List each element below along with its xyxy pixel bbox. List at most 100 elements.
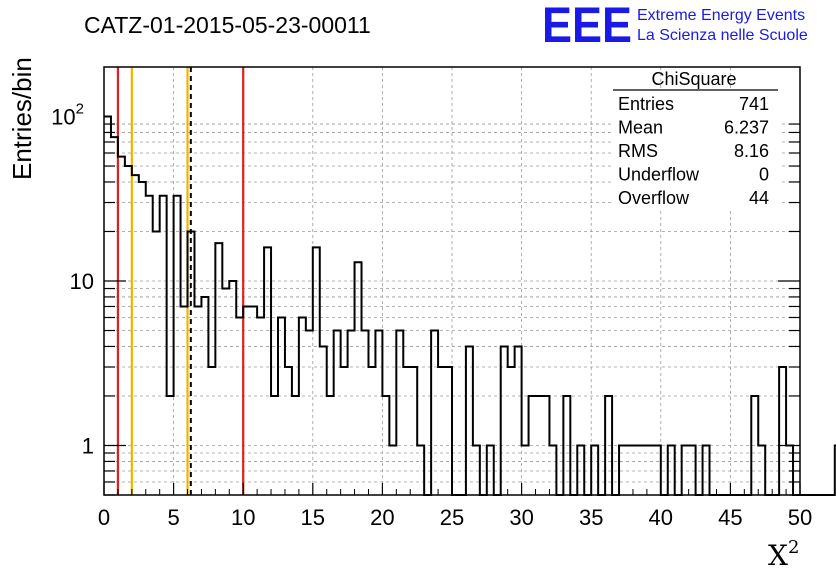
histogram-bin xyxy=(396,331,403,495)
histogram-bin xyxy=(271,396,278,495)
y-tick-label-base: 10 xyxy=(51,105,75,130)
histogram-bin xyxy=(208,367,215,495)
histogram-bin xyxy=(445,367,452,495)
histogram-bin xyxy=(306,331,313,495)
histogram-bin xyxy=(751,396,758,495)
histogram-bin xyxy=(167,396,174,495)
histogram-bin xyxy=(389,445,396,495)
histogram-bin xyxy=(188,231,195,495)
histogram-bin xyxy=(682,445,689,495)
histogram-bin xyxy=(626,445,633,495)
histogram-bin xyxy=(758,445,765,495)
y-tick-label-exponent: 2 xyxy=(76,101,84,118)
histogram-bin xyxy=(515,346,522,495)
histogram-bin xyxy=(153,231,160,495)
histogram-bin xyxy=(375,331,382,495)
histogram-bin xyxy=(410,367,417,495)
histogram-bin xyxy=(368,367,375,495)
histogram-bin xyxy=(327,396,334,495)
eee-logo: EEE xyxy=(542,0,632,53)
histogram-bin xyxy=(348,331,355,495)
histogram-bin xyxy=(257,317,264,495)
histogram-bin xyxy=(431,331,438,495)
histogram-bin xyxy=(278,317,285,495)
histogram-bin xyxy=(215,243,222,495)
histogram-bin xyxy=(563,396,570,495)
stats-value: 8.16 xyxy=(734,141,769,161)
x-tick-label: 35 xyxy=(579,505,603,530)
histogram-bin xyxy=(320,346,327,495)
grid-lines xyxy=(104,67,800,496)
x-tick-label: 45 xyxy=(718,505,742,530)
stats-rows: Entries 741 Mean 6.237 RMS 8.16 Underflow 0 Over… xyxy=(618,94,769,208)
histogram-bin xyxy=(334,331,341,495)
histogram-bin xyxy=(222,289,229,495)
histogram-bin xyxy=(577,445,584,495)
histogram-bin xyxy=(285,367,292,495)
stats-value: 741 xyxy=(739,94,769,114)
x-tick-label: 10 xyxy=(231,505,255,530)
histogram-bin xyxy=(508,367,515,495)
y-tick-label-base: 10 xyxy=(70,269,94,294)
histogram-bin xyxy=(529,396,536,495)
histogram-bin xyxy=(522,445,529,495)
y-tick-label: 1 xyxy=(82,433,94,458)
histogram-bin xyxy=(549,445,556,495)
stats-label: Mean xyxy=(618,118,663,138)
histogram-bin xyxy=(313,247,320,495)
histogram-bin xyxy=(536,396,543,495)
histogram-bin xyxy=(417,445,424,495)
stats-box: ChiSquare Entries 741 Mean 6.237 RMS 8.16 Unde… xyxy=(613,69,781,210)
histogram-bin xyxy=(111,137,118,495)
stats-title: ChiSquare xyxy=(651,69,736,89)
stats-value: 6.237 xyxy=(724,118,769,138)
stats-label: Entries xyxy=(618,94,674,114)
histogram-bin xyxy=(355,262,362,495)
histogram-bin xyxy=(779,367,786,495)
histogram-bin xyxy=(668,445,675,495)
stats-value: 44 xyxy=(749,188,769,208)
histogram-bin xyxy=(146,196,153,495)
histogram-bin xyxy=(341,367,348,495)
histogram-bin xyxy=(118,157,125,495)
histogram-bin xyxy=(160,196,167,495)
histogram-bin xyxy=(132,175,139,495)
x-axis-label: X2 xyxy=(768,537,799,572)
histogram-bin xyxy=(243,306,250,495)
y-tick-label: 10 xyxy=(70,269,94,294)
stats-label: RMS xyxy=(618,141,658,161)
histogram-bin xyxy=(473,445,480,495)
x-tick-label: 0 xyxy=(98,505,110,530)
histogram-bin xyxy=(689,445,696,495)
stats-box-background xyxy=(613,88,781,210)
histogram-bin xyxy=(194,306,201,495)
histogram-bin xyxy=(438,367,445,495)
histogram-bin xyxy=(236,317,243,495)
x-tick-label: 50 xyxy=(788,505,812,530)
histogram-bin xyxy=(229,281,236,495)
histogram-bin xyxy=(466,346,473,495)
histogram-bin xyxy=(591,445,598,495)
histogram-bin xyxy=(640,445,647,495)
x-tick-label: 15 xyxy=(301,505,325,530)
y-tick-label: 102 xyxy=(51,101,84,130)
histogram-bin xyxy=(201,297,208,495)
logo-subtitle-2: La Scienza nelle Scuole xyxy=(637,27,808,44)
histogram-bin xyxy=(181,306,188,495)
histogram-bin xyxy=(501,346,508,495)
histogram-bin xyxy=(703,445,710,495)
logo-subtitle-1: Extreme Energy Events xyxy=(637,7,805,24)
histogram-bin xyxy=(542,396,549,495)
x-tick-label: 25 xyxy=(440,505,464,530)
x-tick-label: 5 xyxy=(167,505,179,530)
histogram-bin xyxy=(605,396,612,495)
histogram-bin xyxy=(487,445,494,495)
histogram-bin xyxy=(139,182,146,495)
stats-value: 0 xyxy=(759,165,769,185)
histogram-bin xyxy=(403,367,410,495)
histogram-bin xyxy=(264,247,271,495)
histogram-bin xyxy=(292,396,299,495)
x-tick-label: 20 xyxy=(370,505,394,530)
histogram-bin xyxy=(174,196,181,495)
